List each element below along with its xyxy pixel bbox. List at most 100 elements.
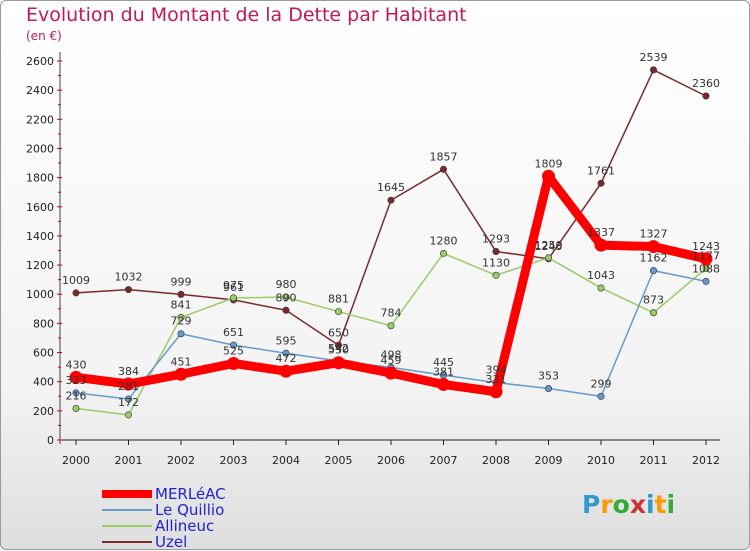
data-label-0: 1809 <box>535 157 563 170</box>
logo-letter: x <box>629 490 646 519</box>
data-label-3: 999 <box>171 275 192 288</box>
x-tick-label: 2007 <box>430 454 458 467</box>
x-tick-label: 2003 <box>220 454 248 467</box>
y-tick-label: 0 <box>47 434 54 447</box>
series-0-point <box>174 367 188 381</box>
data-label-3: 1009 <box>62 274 90 287</box>
data-label-1: 281 <box>118 380 139 393</box>
data-label-3: 1243 <box>535 240 563 253</box>
series-0-point <box>542 169 555 183</box>
data-label-1: 394 <box>486 364 507 377</box>
data-label-1: 299 <box>591 377 612 390</box>
series-0-point <box>699 252 713 266</box>
logo-letter: o <box>612 490 630 519</box>
series-1-point <box>544 385 552 393</box>
legend-swatch <box>102 509 152 511</box>
legend-label: Uzel <box>155 533 188 551</box>
data-label-2: 1043 <box>587 269 615 282</box>
y-tick-label: 1600 <box>26 201 54 214</box>
series-2-point <box>597 284 605 292</box>
data-label-3: 2360 <box>692 77 720 90</box>
data-label-0: 459 <box>381 354 402 367</box>
series-1-point <box>597 392 605 400</box>
series-0-point <box>437 377 450 391</box>
series-0-point <box>69 370 83 384</box>
data-label-0: 472 <box>276 352 297 365</box>
data-label-1: 542 <box>328 342 349 355</box>
x-tick-label: 2011 <box>640 454 668 467</box>
x-tick-label: 2009 <box>535 454 563 467</box>
data-label-0: 1327 <box>640 228 668 241</box>
legend-item: MERLéAC <box>102 485 226 503</box>
series-2-point <box>125 411 133 419</box>
legend-swatch <box>102 525 152 527</box>
series-3-point <box>702 92 710 100</box>
series-1-point <box>125 395 133 403</box>
series-3-point <box>492 248 500 256</box>
data-label-2: 881 <box>328 293 349 306</box>
series-3-point <box>177 290 185 298</box>
legend-label: Allineuc <box>155 517 215 535</box>
data-label-1: 323 <box>66 374 87 387</box>
series-2-point <box>492 271 500 279</box>
series-3-point <box>439 165 447 173</box>
series-2-point <box>649 309 657 317</box>
data-label-1: 651 <box>223 326 244 339</box>
data-label-1: 595 <box>276 334 297 347</box>
series-3-point <box>649 66 657 74</box>
data-label-3: 2539 <box>640 51 668 64</box>
legend-label: Le Quillio <box>155 501 225 519</box>
series-0-point <box>489 385 503 399</box>
data-label-3: 1645 <box>377 181 405 194</box>
series-1-point <box>649 267 657 275</box>
data-label-2: 216 <box>66 390 87 403</box>
x-tick-label: 2010 <box>587 454 615 467</box>
data-label-1: 1088 <box>692 262 720 275</box>
data-label-0: 384 <box>118 365 139 378</box>
series-3-point <box>125 286 133 294</box>
data-label-0: 530 <box>328 344 349 357</box>
x-tick-label: 2012 <box>692 454 720 467</box>
data-label-3: 961 <box>223 281 244 294</box>
y-tick-label: 800 <box>33 317 54 330</box>
y-tick-label: 1000 <box>26 288 54 301</box>
series-3-point <box>334 341 342 349</box>
series-2-point <box>334 308 342 316</box>
data-label-0: 381 <box>433 365 454 378</box>
data-label-2: 975 <box>223 279 244 292</box>
series-0-point <box>122 377 135 391</box>
series-1-point <box>282 349 290 357</box>
series-2-point <box>177 313 185 321</box>
series-3-point <box>597 179 605 187</box>
y-tick-label: 1800 <box>26 172 54 185</box>
legend-item: Le Quillio <box>102 501 225 519</box>
series-3-point <box>387 196 395 204</box>
data-label-3: 890 <box>276 291 297 304</box>
y-tick-label: 2600 <box>26 55 54 68</box>
series-0-point <box>647 240 660 254</box>
legend-swatch <box>102 541 152 543</box>
logo-letter: P <box>582 490 601 519</box>
series-1-point <box>230 341 238 349</box>
series-0-point <box>594 238 608 252</box>
y-tick-label: 200 <box>33 405 54 418</box>
x-tick-label: 2002 <box>167 454 195 467</box>
series-1-point <box>177 330 185 338</box>
data-label-2: 1250 <box>535 239 563 252</box>
series-2-point <box>282 293 290 301</box>
chart-title: Evolution du Montant de la Dette par Hab… <box>26 4 467 26</box>
series-0-point <box>227 356 240 370</box>
series-1-point <box>72 389 80 397</box>
legend-swatch <box>102 490 152 498</box>
data-label-1: 729 <box>171 315 192 328</box>
x-tick-label: 2004 <box>272 454 300 467</box>
x-tick-label: 2000 <box>62 454 90 467</box>
y-tick-label: 1200 <box>26 259 54 272</box>
data-label-3: 1293 <box>482 233 510 246</box>
series-1-point <box>702 277 710 285</box>
y-tick-label: 2200 <box>26 113 54 126</box>
series-3-point <box>282 306 290 314</box>
data-label-2: 1130 <box>482 256 510 269</box>
